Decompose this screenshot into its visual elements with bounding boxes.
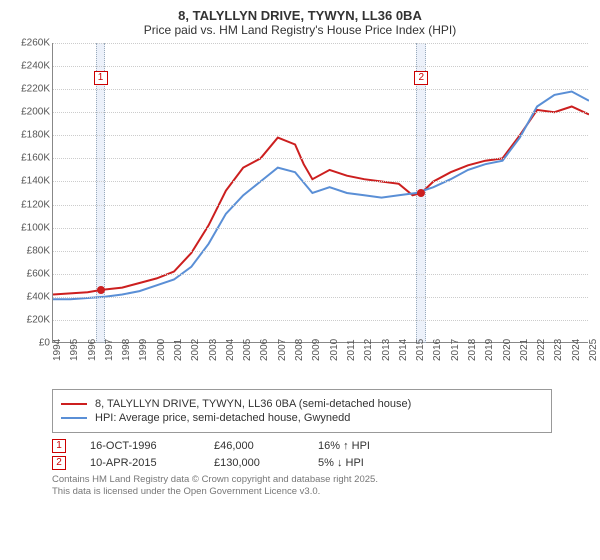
x-tick-label: 2010	[329, 339, 340, 361]
gridline	[53, 66, 588, 67]
x-tick-label: 2005	[242, 339, 253, 361]
x-tick-label: 2002	[190, 339, 201, 361]
footer-text: Contains HM Land Registry data © Crown c…	[52, 474, 588, 499]
x-tick-label: 2011	[346, 339, 357, 361]
gridline	[53, 89, 588, 90]
x-tick-label: 1997	[104, 339, 115, 361]
data-point-marker	[97, 286, 105, 294]
y-tick-label: £80K	[27, 245, 50, 256]
y-tick-label: £0	[39, 338, 50, 349]
title-line-1: 8, TALYLLYN DRIVE, TYWYN, LL36 0BA	[12, 8, 588, 23]
gridline	[53, 181, 588, 182]
x-tick-label: 2024	[571, 339, 582, 361]
x-tick-label: 2012	[363, 339, 374, 361]
legend-swatch-hpi	[61, 417, 87, 419]
band-marker-box: 2	[414, 71, 428, 85]
x-tick-label: 2022	[536, 339, 547, 361]
plot-area: £0 £20K £40K £60K £80K £100K £120K £140K £160K £1…	[12, 43, 588, 363]
y-tick-label: £100K	[21, 222, 50, 233]
line-series-svg	[53, 43, 589, 343]
chart-container: 8, TALYLLYN DRIVE, TYWYN, LL36 0BA Price…	[0, 0, 600, 505]
legend: 8, TALYLLYN DRIVE, TYWYN, LL36 0BA (semi…	[52, 389, 552, 433]
legend-item-hpi: HPI: Average price, semi-detached house,…	[61, 412, 543, 424]
footer-line-2: This data is licensed under the Open Gov…	[52, 486, 588, 498]
gridline	[53, 205, 588, 206]
x-tick-label: 1995	[69, 339, 80, 361]
x-tick-label: 2020	[502, 339, 513, 361]
x-tick-label: 2018	[467, 339, 478, 361]
y-tick-label: £180K	[21, 130, 50, 141]
annotation-price-1: £46,000	[214, 440, 294, 452]
legend-swatch-property	[61, 403, 87, 405]
chart-box: 12	[52, 43, 588, 343]
annotation-table: 1 16-OCT-1996 £46,000 16% HPI 2 10-APR-2…	[52, 439, 588, 470]
gridline	[53, 251, 588, 252]
annotation-row: 1 16-OCT-1996 £46,000 16% HPI	[52, 439, 588, 453]
x-tick-label: 2014	[398, 339, 409, 361]
x-tick-label: 2009	[311, 339, 322, 361]
annotation-price-2: £130,000	[214, 457, 294, 469]
annotation-row: 2 10-APR-2015 £130,000 5% HPI	[52, 456, 588, 470]
y-tick-label: £140K	[21, 176, 50, 187]
annotation-pct-1: 16% HPI	[318, 440, 370, 452]
y-tick-label: £120K	[21, 199, 50, 210]
y-tick-label: £60K	[27, 268, 50, 279]
y-tick-label: £200K	[21, 107, 50, 118]
legend-label-property: 8, TALYLLYN DRIVE, TYWYN, LL36 0BA (semi…	[95, 398, 411, 410]
title-line-2: Price paid vs. HM Land Registry's House …	[12, 23, 588, 37]
band-marker-box: 1	[94, 71, 108, 85]
series-line-hpi	[53, 92, 589, 300]
y-axis: £0£20K£40K£60K£80K£100K£120K£140K£160K£1…	[12, 43, 52, 343]
gridline	[53, 228, 588, 229]
x-tick-label: 2015	[415, 339, 426, 361]
annotation-pct-2: 5% HPI	[318, 457, 364, 469]
y-tick-label: £220K	[21, 84, 50, 95]
x-tick-label: 2001	[173, 339, 184, 361]
gridline	[53, 135, 588, 136]
x-tick-label: 2006	[259, 339, 270, 361]
x-axis: 1994199519961997199819992000200120022003…	[52, 343, 588, 363]
x-tick-label: 2021	[519, 339, 530, 361]
gridline	[53, 274, 588, 275]
data-point-marker	[417, 189, 425, 197]
annotation-marker-2: 2	[52, 456, 66, 470]
annotation-marker-1: 1	[52, 439, 66, 453]
y-tick-label: £20K	[27, 314, 50, 325]
footer-line-1: Contains HM Land Registry data © Crown c…	[52, 474, 588, 486]
x-tick-label: 2013	[381, 339, 392, 361]
legend-item-property: 8, TALYLLYN DRIVE, TYWYN, LL36 0BA (semi…	[61, 398, 543, 410]
legend-label-hpi: HPI: Average price, semi-detached house,…	[95, 412, 350, 424]
x-tick-label: 2007	[277, 339, 288, 361]
annotation-date-1: 16-OCT-1996	[90, 440, 190, 452]
x-tick-label: 2019	[484, 339, 495, 361]
gridline	[53, 158, 588, 159]
x-tick-label: 2023	[553, 339, 564, 361]
x-tick-label: 1998	[121, 339, 132, 361]
arrow-up-icon	[343, 440, 349, 452]
x-tick-label: 2008	[294, 339, 305, 361]
x-tick-label: 2016	[432, 339, 443, 361]
arrow-down-icon	[337, 457, 343, 469]
y-tick-label: £260K	[21, 38, 50, 49]
gridline	[53, 320, 588, 321]
gridline	[53, 43, 588, 44]
y-tick-label: £40K	[27, 291, 50, 302]
y-tick-label: £240K	[21, 61, 50, 72]
x-tick-label: 1999	[138, 339, 149, 361]
gridline	[53, 297, 588, 298]
x-tick-label: 2004	[225, 339, 236, 361]
x-tick-label: 2000	[156, 339, 167, 361]
x-tick-label: 1994	[52, 339, 63, 361]
x-tick-label: 2025	[588, 339, 599, 361]
x-tick-label: 2017	[450, 339, 461, 361]
gridline	[53, 112, 588, 113]
annotation-date-2: 10-APR-2015	[90, 457, 190, 469]
chart-title: 8, TALYLLYN DRIVE, TYWYN, LL36 0BA Price…	[12, 8, 588, 37]
y-tick-label: £160K	[21, 153, 50, 164]
x-tick-label: 2003	[208, 339, 219, 361]
x-tick-label: 1996	[87, 339, 98, 361]
